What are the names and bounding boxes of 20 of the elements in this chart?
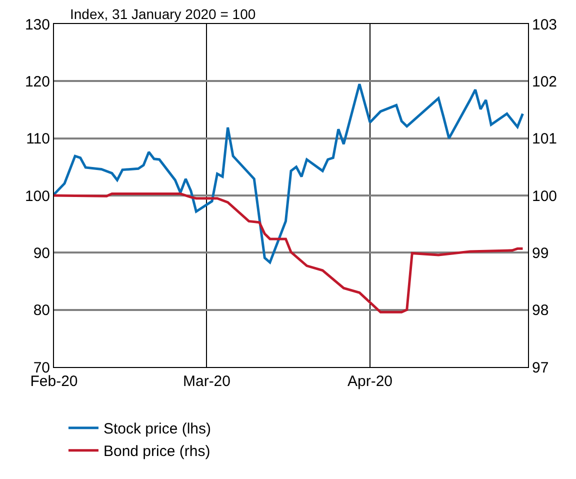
y2-tick-label: 101 [532, 130, 558, 148]
y-tick-label: 80 [33, 302, 50, 320]
y2-tick-label: 97 [532, 359, 549, 376]
y-axis-title: Index, 31 January 2020 = 100 [70, 6, 256, 22]
legend-label: Bond price (rhs) [103, 443, 210, 460]
y-tick-label: 120 [24, 73, 50, 90]
y2-tick-label: 102 [532, 73, 558, 90]
x-tick-label: Mar-20 [182, 373, 230, 390]
y-tick-label: 110 [26, 130, 50, 148]
y2-tick-label: 103 [532, 16, 558, 34]
x-tick-label: Apr-20 [347, 373, 393, 390]
y-tick-label: 90 [33, 244, 50, 262]
line-series [54, 82, 524, 264]
y2-tick-label: 98 [532, 302, 549, 320]
y2-tick-label: 100 [532, 188, 558, 205]
legend-label: Stock price (lhs) [103, 420, 212, 438]
line-series [54, 192, 524, 314]
y2-tick-label: 99 [532, 244, 549, 262]
y-tick-label: 100 [24, 188, 50, 205]
y-tick-label: 130 [24, 16, 50, 34]
